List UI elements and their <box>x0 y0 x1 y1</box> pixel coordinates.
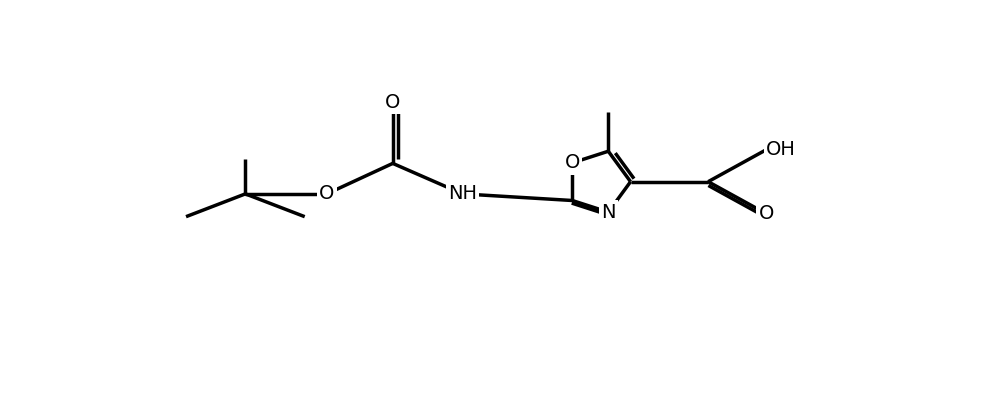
Text: NH: NH <box>448 185 477 204</box>
Text: O: O <box>319 185 334 204</box>
Text: O: O <box>565 153 580 172</box>
Text: N: N <box>601 203 616 222</box>
Text: OH: OH <box>767 140 796 159</box>
Text: O: O <box>759 204 774 223</box>
Text: O: O <box>385 93 400 112</box>
